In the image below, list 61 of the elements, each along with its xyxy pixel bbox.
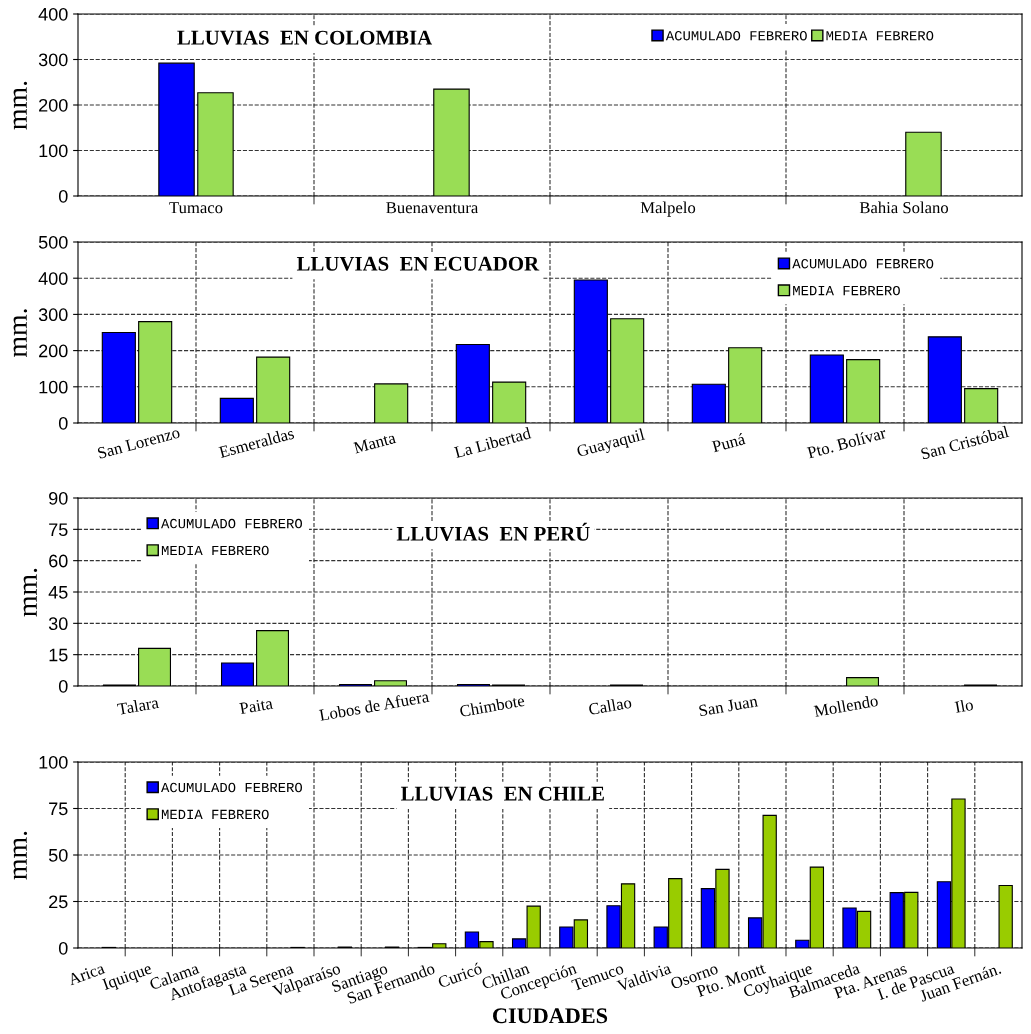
y-tick-label: 400	[38, 272, 68, 285]
y-tick-label: 200	[39, 98, 68, 112]
x-tick-label: Curicó	[437, 962, 483, 989]
x-tick-label: Puná	[711, 432, 746, 453]
legend-label: MEDIA FEBRERO	[161, 545, 269, 556]
legend-label: MEDIA FEBRERO	[161, 809, 269, 820]
x-tick-label: Manta	[353, 432, 397, 454]
y-tick-label: 300	[38, 53, 68, 67]
x-tick-label: Buenaventura	[386, 202, 479, 214]
text: LLUVIAS EN COLOMBIA	[177, 30, 433, 45]
y-axis-title: mm.	[13, 309, 28, 357]
x-axis-title: CIUDADES	[493, 1008, 608, 1024]
y-tick-label: 50	[48, 848, 68, 862]
y-tick-label: 300	[38, 308, 68, 322]
y-axis-title: mm.	[13, 831, 28, 880]
text: LLUVIAS EN ECUADOR	[296, 256, 540, 271]
y-tick-label: 25	[49, 895, 68, 909]
y-axis-title: mm.	[23, 568, 38, 617]
x-tick-label: Esmeraldas	[218, 427, 295, 459]
legend-label: MEDIA FEBRERO	[826, 30, 934, 41]
y-tick-label: 200	[39, 344, 68, 358]
x-tick-label: San Juan	[698, 695, 759, 717]
y-tick-label: 100	[39, 144, 68, 158]
y-tick-label: 400	[38, 7, 68, 21]
y-tick-label: 500	[38, 235, 68, 249]
x-tick-label: San Lorenzo	[97, 426, 181, 459]
x-tick-label: San Cristóbal	[920, 425, 1010, 460]
y-tick-label: 75	[49, 523, 68, 537]
legend-label: MEDIA FEBRERO	[793, 285, 900, 296]
y-axis-title: mm.	[13, 81, 28, 130]
y-tick-label: 0	[58, 679, 68, 693]
y-tick-label: 45	[48, 586, 68, 599]
x-tick-label: Talara	[116, 696, 160, 715]
x-tick-label: Ilo	[954, 698, 974, 713]
x-tick-label: Mollendo	[813, 694, 879, 717]
x-tick-label: Callao	[588, 696, 632, 716]
x-tick-label: Tumaco	[169, 202, 223, 214]
x-tick-label: Paita	[239, 697, 274, 715]
x-tick-label: Bahia Solano	[859, 201, 949, 214]
y-tick-label: 0	[58, 416, 68, 430]
legend-label: ACUMULADO FEBRERO	[161, 518, 303, 529]
x-tick-label: Malpelo	[640, 201, 696, 217]
legend-label: ACUMULADO FEBRERO	[792, 258, 934, 269]
x-tick-label: Lobos de Afuera	[318, 690, 430, 721]
y-tick-label: 0	[58, 941, 68, 955]
y-tick-label: 60	[49, 554, 68, 568]
x-tick-label: Chimbote	[459, 694, 525, 718]
y-tick-label: 0	[58, 189, 68, 203]
x-tick-label: La Libertad	[453, 426, 532, 459]
y-tick-label: 100	[39, 380, 68, 394]
y-tick-label: 15	[49, 648, 68, 662]
x-tick-label: Pto. Bolívar	[806, 426, 887, 459]
y-tick-label: 75	[49, 802, 68, 816]
text: LLUVIAS EN CHILE	[400, 786, 604, 801]
y-tick-label: 90	[49, 491, 68, 505]
y-tick-label: 30	[48, 617, 68, 631]
y-tick-label: 100	[39, 755, 68, 769]
legend-label: ACUMULADO FEBRERO	[665, 30, 807, 41]
x-tick-label: Guayaquil	[576, 427, 647, 461]
text: LLUVIAS EN PERÚ	[396, 522, 590, 541]
legend-label: ACUMULADO FEBRERO	[161, 782, 303, 793]
